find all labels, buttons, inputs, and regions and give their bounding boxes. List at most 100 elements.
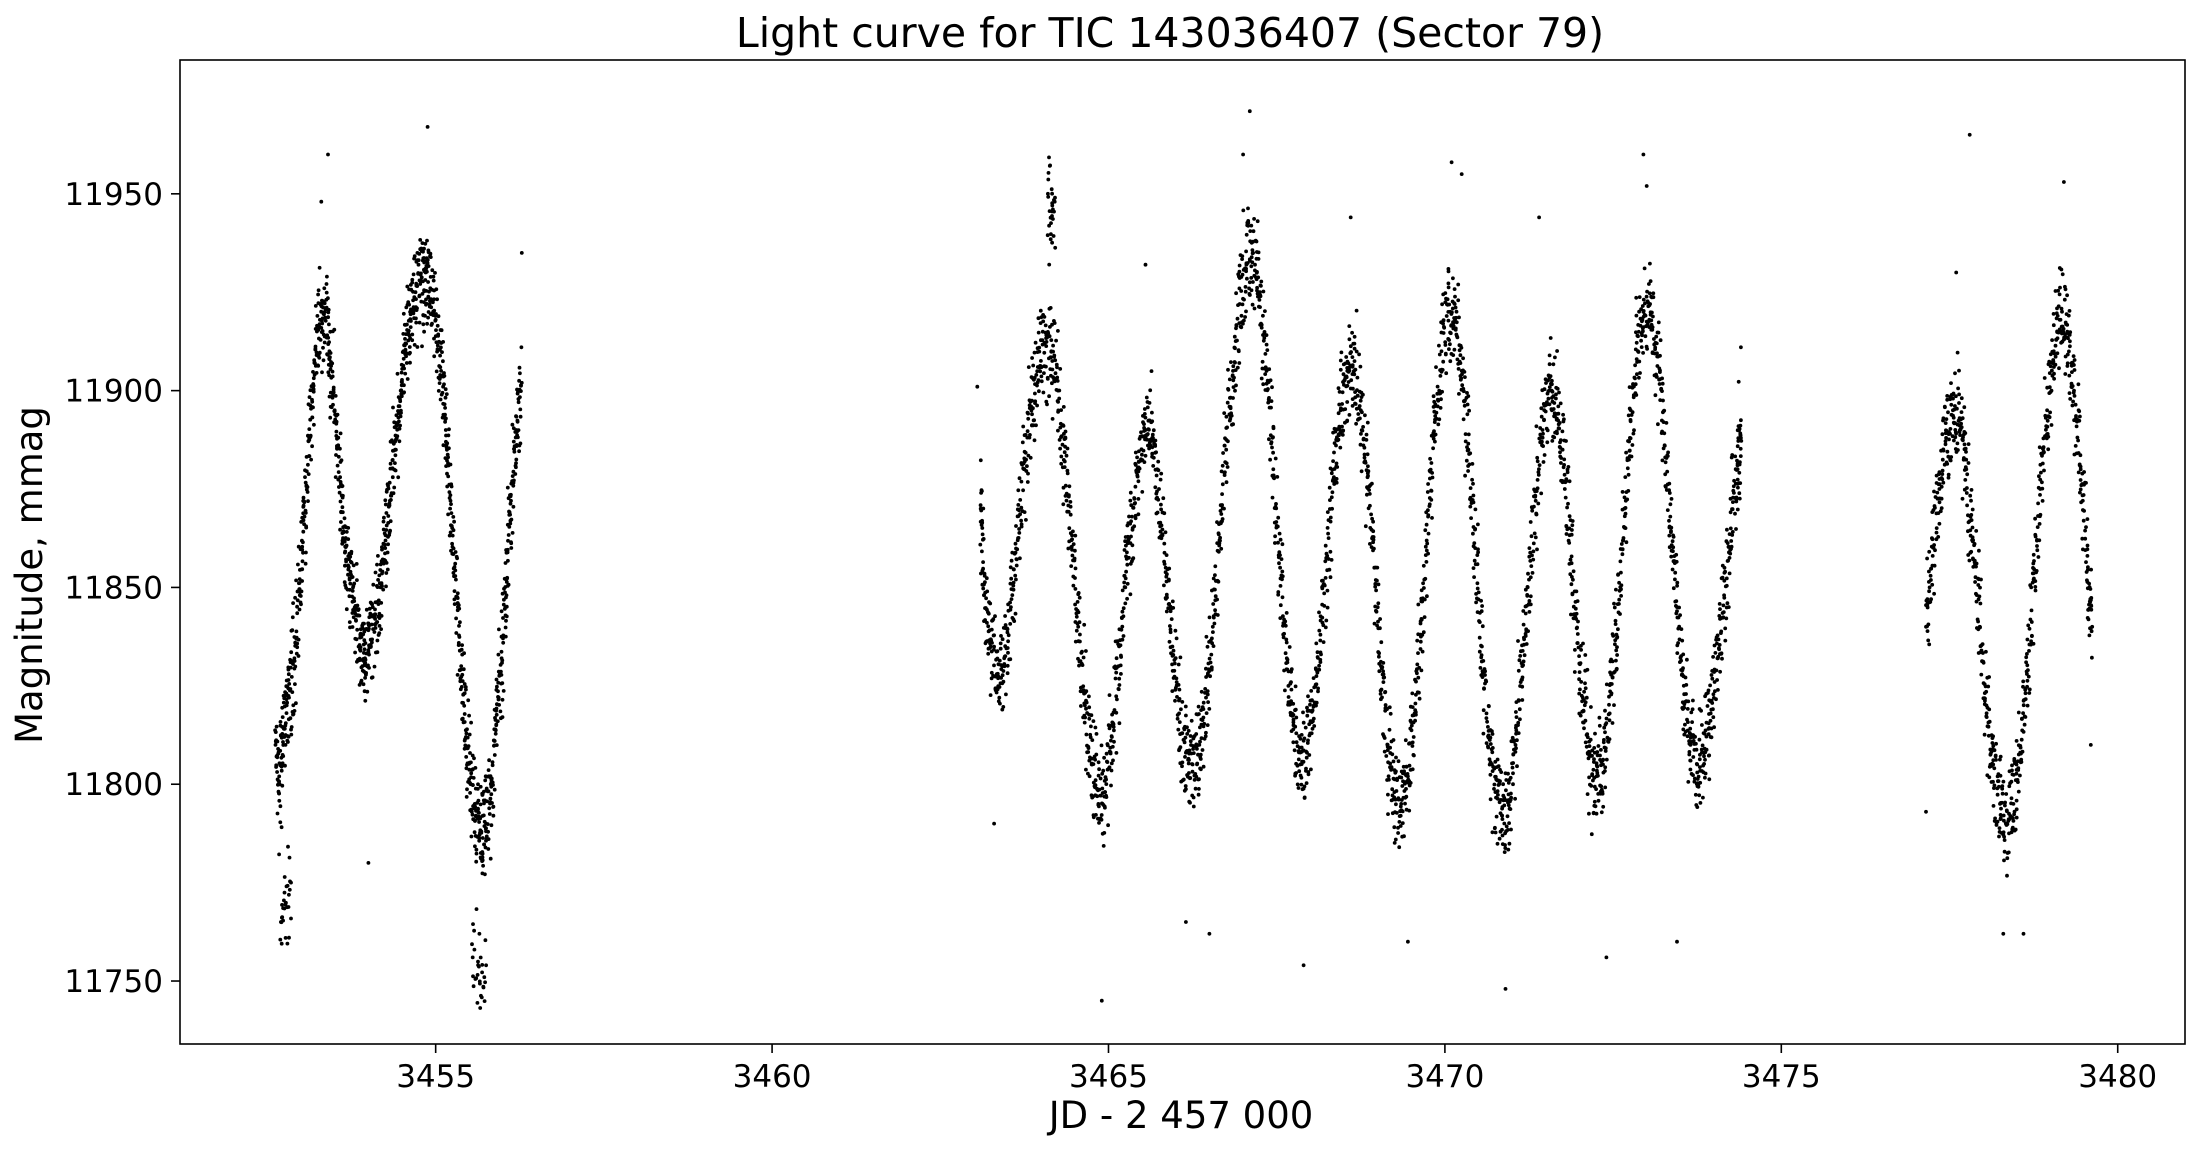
data-point-dense bbox=[1331, 459, 1335, 463]
data-point-dense bbox=[316, 288, 321, 293]
data-point-dense bbox=[1366, 474, 1370, 478]
data-point-dense bbox=[1452, 301, 1456, 305]
data-point-dense bbox=[1718, 669, 1722, 674]
data-point-dense bbox=[1058, 367, 1063, 371]
data-point-dense bbox=[1711, 692, 1716, 697]
data-point-dense bbox=[1928, 573, 1933, 578]
data-point-dense bbox=[1343, 407, 1348, 411]
data-point-dense bbox=[509, 540, 513, 545]
data-point-dense bbox=[327, 322, 331, 327]
data-point-dense bbox=[1450, 310, 1454, 315]
data-point-dense bbox=[296, 654, 301, 658]
data-point-dense bbox=[334, 453, 338, 457]
data-point-dense bbox=[1336, 386, 1341, 391]
data-point-dense bbox=[1247, 280, 1252, 285]
data-point-dense bbox=[1940, 468, 1945, 473]
data-point-dense bbox=[1722, 595, 1727, 600]
data-point-dense bbox=[1647, 291, 1652, 296]
data-point-dense bbox=[981, 506, 986, 511]
data-point-dense bbox=[516, 400, 521, 405]
data-point-dense bbox=[1488, 797, 1493, 802]
data-point-dense bbox=[1352, 346, 1357, 351]
data-point-dense bbox=[1159, 523, 1164, 528]
data-point-dense bbox=[401, 363, 406, 368]
data-point-dense bbox=[377, 624, 382, 628]
data-point-dense bbox=[285, 883, 290, 888]
data-point-dense bbox=[1618, 559, 1623, 564]
data-point-dense bbox=[1280, 595, 1285, 600]
data-point-dense bbox=[348, 569, 353, 574]
data-point-dense bbox=[1597, 723, 1602, 728]
data-point-dense bbox=[1153, 438, 1158, 443]
data-point-dense bbox=[1661, 398, 1665, 403]
data-point-dense bbox=[1046, 331, 1051, 336]
data-point-dense bbox=[481, 863, 485, 868]
data-point-dense bbox=[1545, 440, 1550, 445]
data-point-dense bbox=[985, 620, 989, 625]
data-point-dense bbox=[368, 645, 373, 649]
data-point-dense bbox=[504, 618, 508, 623]
data-point-dense bbox=[1623, 506, 1628, 510]
data-point-dense bbox=[1073, 548, 1077, 553]
data-point-dense bbox=[434, 328, 438, 332]
data-point-dense bbox=[1437, 352, 1442, 357]
data-point-dense bbox=[1547, 362, 1552, 367]
data-point-dense bbox=[418, 238, 423, 242]
data-point-dense bbox=[427, 289, 431, 294]
data-point bbox=[1924, 809, 1928, 814]
data-point-dense bbox=[402, 366, 406, 371]
data-point-dense bbox=[339, 520, 343, 524]
data-point-dense bbox=[1623, 526, 1628, 530]
data-point-dense bbox=[488, 796, 493, 801]
data-point-dense bbox=[1439, 397, 1443, 402]
data-point-dense bbox=[1378, 692, 1383, 696]
data-point-dense bbox=[496, 652, 501, 657]
data-point-dense bbox=[1221, 451, 1225, 455]
data-point-dense bbox=[1635, 372, 1639, 377]
data-point-dense bbox=[1336, 437, 1341, 442]
data-point-dense bbox=[1263, 372, 1268, 376]
data-point-dense bbox=[1675, 583, 1679, 588]
data-point-dense bbox=[1940, 472, 1945, 476]
data-point-dense bbox=[397, 439, 402, 444]
data-point-dense bbox=[326, 296, 330, 301]
data-point-dense bbox=[1374, 588, 1378, 593]
data-point-dense bbox=[1570, 575, 1574, 579]
data-point-dense bbox=[455, 673, 460, 677]
data-point-dense bbox=[1328, 575, 1333, 580]
data-point-dense bbox=[1142, 460, 1147, 464]
data-point-dense bbox=[1114, 670, 1119, 675]
data-point-dense bbox=[304, 550, 308, 555]
data-point-dense bbox=[1173, 656, 1178, 660]
data-point-dense bbox=[1569, 554, 1574, 559]
data-point-dense bbox=[1726, 605, 1731, 609]
data-point-dense bbox=[1443, 343, 1448, 347]
data-point-dense bbox=[1419, 617, 1424, 622]
data-point-dense bbox=[1531, 541, 1536, 546]
data-point-dense bbox=[1425, 490, 1430, 494]
data-point-dense bbox=[1485, 719, 1489, 724]
data-point-dense bbox=[359, 635, 364, 639]
data-point bbox=[443, 428, 448, 432]
data-point-dense bbox=[1639, 345, 1644, 349]
data-point-dense bbox=[1951, 391, 1956, 396]
data-point-dense bbox=[1624, 450, 1628, 455]
data-point-dense bbox=[1241, 208, 1246, 213]
data-point-dense bbox=[1287, 645, 1292, 649]
data-point-dense bbox=[1484, 716, 1489, 720]
data-point-dense bbox=[1651, 314, 1655, 319]
data-point-dense bbox=[1380, 665, 1385, 670]
data-point-dense bbox=[504, 593, 509, 598]
data-point bbox=[1278, 565, 1282, 570]
data-point-dense bbox=[1067, 526, 1072, 531]
data-point-dense bbox=[375, 585, 380, 589]
data-point-dense bbox=[1068, 500, 1073, 504]
data-point-dense bbox=[1117, 721, 1122, 726]
data-point-dense bbox=[1145, 432, 1150, 436]
data-point-dense bbox=[1595, 771, 1600, 775]
data-point-dense bbox=[1643, 334, 1648, 339]
data-point-dense bbox=[988, 646, 992, 650]
data-point-dense bbox=[363, 676, 367, 680]
data-point-dense bbox=[278, 720, 283, 724]
data-point-dense bbox=[1137, 449, 1141, 454]
